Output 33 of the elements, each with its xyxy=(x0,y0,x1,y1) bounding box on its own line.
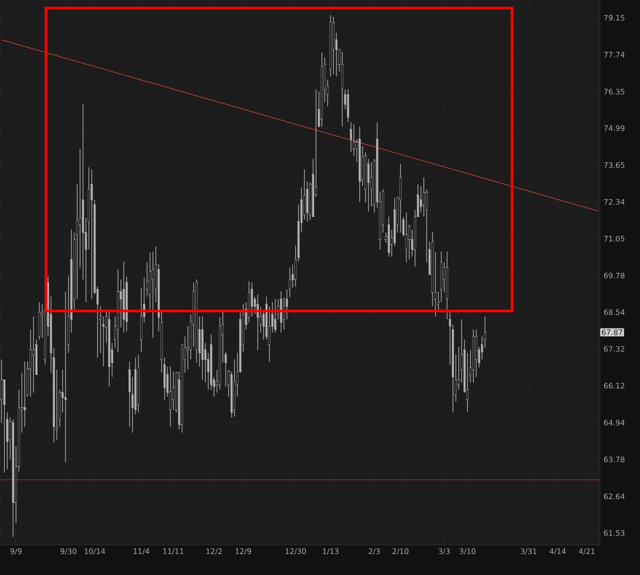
candlestick xyxy=(108,312,110,387)
candlestick xyxy=(332,16,335,75)
candlestick xyxy=(405,212,408,263)
candlestick xyxy=(350,122,352,152)
candlestick xyxy=(347,89,350,123)
candlestick xyxy=(24,361,26,428)
candlestick xyxy=(169,366,172,428)
candlestick xyxy=(64,291,67,463)
candlestick xyxy=(472,329,474,384)
candlestick xyxy=(422,177,425,218)
candlestick xyxy=(367,158,370,212)
candlestick xyxy=(341,51,344,127)
candlestick xyxy=(116,269,119,352)
candlestick xyxy=(32,316,35,393)
candlestick xyxy=(201,316,204,380)
candlestick xyxy=(475,329,478,378)
candlestick xyxy=(152,251,154,338)
candlestick xyxy=(90,168,93,300)
candlestick xyxy=(358,126,361,202)
candlestick xyxy=(12,418,14,538)
candlestick xyxy=(388,216,390,257)
candlestick xyxy=(330,14,332,77)
candlestick xyxy=(399,164,402,233)
candlestick xyxy=(137,354,140,413)
candlestick xyxy=(218,316,221,390)
candlestick xyxy=(288,267,291,298)
candlestick xyxy=(274,298,276,333)
candlestick xyxy=(280,291,282,333)
candlestick xyxy=(256,294,259,350)
candlestick xyxy=(320,52,323,127)
candlestick xyxy=(196,279,198,364)
candlestick xyxy=(38,302,40,340)
candlestick xyxy=(122,261,125,333)
